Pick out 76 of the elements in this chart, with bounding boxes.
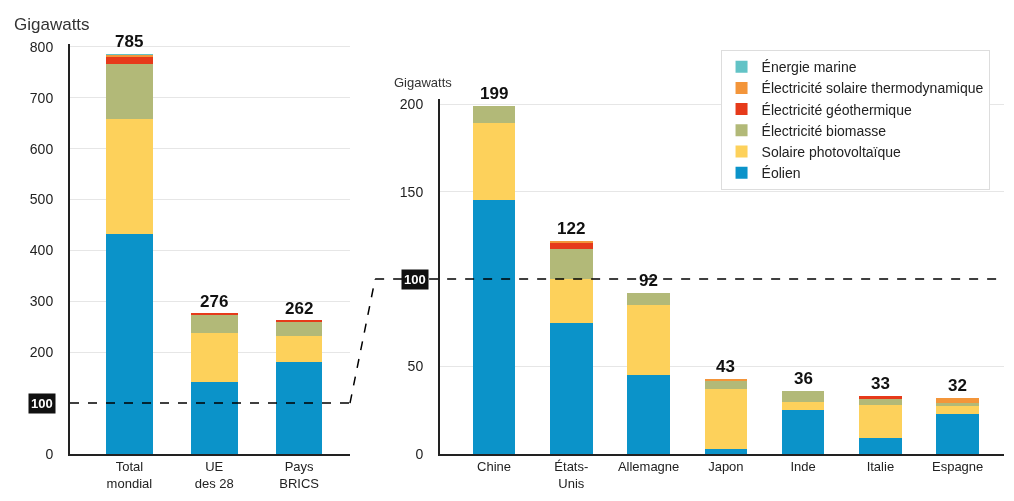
bar [781, 410, 825, 454]
ref-line-label: 100 [404, 272, 426, 287]
y-tick-label: 200 [29, 344, 54, 361]
bar [550, 322, 593, 454]
bar [627, 305, 670, 376]
legend-label: Éolien [761, 165, 801, 182]
bar [106, 63, 153, 120]
bar [781, 391, 825, 402]
bar [106, 233, 153, 454]
y-tick-label: 500 [29, 191, 54, 208]
total-label: 122 [557, 219, 586, 238]
bar [550, 249, 593, 280]
bar [704, 389, 748, 449]
y-tick-label: 0 [45, 445, 54, 462]
x-tick-label: Pays BRICS [279, 459, 320, 492]
bar [704, 380, 748, 390]
legend-label: Électricité solaire thermodynamique [761, 80, 984, 97]
x-tick-label: Japon [708, 459, 744, 475]
bar [190, 381, 238, 454]
x-tick-label: UE des 28 [194, 459, 234, 492]
y-tick-label: 200 [399, 96, 424, 113]
legend-label: Énergie marine [761, 59, 857, 76]
ref-line-label: 100 [31, 396, 53, 411]
bar [627, 375, 670, 454]
x-tick-label: Allemagne [617, 459, 680, 475]
bar [106, 119, 153, 234]
total-label: 262 [285, 299, 314, 318]
total-label: 276 [200, 292, 229, 311]
total-label: 32 [948, 376, 967, 395]
bar [472, 105, 516, 124]
bar [472, 200, 516, 454]
bar [627, 293, 670, 306]
y-tick-label: 50 [407, 358, 424, 375]
y-tick-label: 700 [29, 89, 54, 106]
bar [190, 333, 238, 382]
x-tick-label: Inde [790, 459, 816, 475]
bar [859, 396, 902, 399]
bar [704, 448, 748, 454]
bar [936, 398, 979, 404]
bar [106, 56, 153, 64]
total-label: 36 [794, 369, 813, 388]
total-label: 92 [639, 271, 658, 290]
bar [275, 361, 323, 454]
bar [859, 405, 902, 439]
x-tick-label: Chine [477, 459, 512, 475]
legend-label: Électricité biomasse [761, 122, 887, 139]
y-tick-label: 600 [29, 140, 54, 157]
bar [190, 315, 238, 334]
bar [472, 123, 516, 201]
x-tick-label: Total mondial [106, 459, 153, 492]
x-tick-label: Espagne [931, 459, 984, 475]
bar [275, 321, 323, 337]
bar [781, 401, 825, 411]
total-label: 199 [480, 84, 509, 103]
x-tick-label: États- Unis [554, 459, 589, 492]
bar [704, 378, 748, 381]
y-axis-title: Gigawatts [394, 75, 453, 90]
x-tick-label: Italie [866, 459, 895, 475]
y-tick-label: 800 [29, 38, 54, 55]
bar [936, 413, 979, 454]
y-axis-title: Gigawatts [14, 15, 90, 34]
bar [190, 313, 238, 316]
y-tick-label: 400 [29, 242, 54, 259]
y-tick-label: 0 [415, 445, 424, 462]
bar [859, 438, 902, 454]
total-label: 33 [871, 374, 890, 393]
total-label: 785 [115, 32, 144, 51]
legend-label: Solaire photovoltaïque [761, 143, 902, 160]
bar [550, 279, 593, 323]
y-tick-label: 150 [399, 183, 424, 200]
bar [275, 320, 323, 323]
y-tick-label: 300 [29, 293, 54, 310]
total-label: 43 [716, 357, 735, 376]
legend-label: Électricité géothermique [761, 101, 912, 118]
bar [275, 336, 323, 362]
bar [936, 403, 979, 406]
